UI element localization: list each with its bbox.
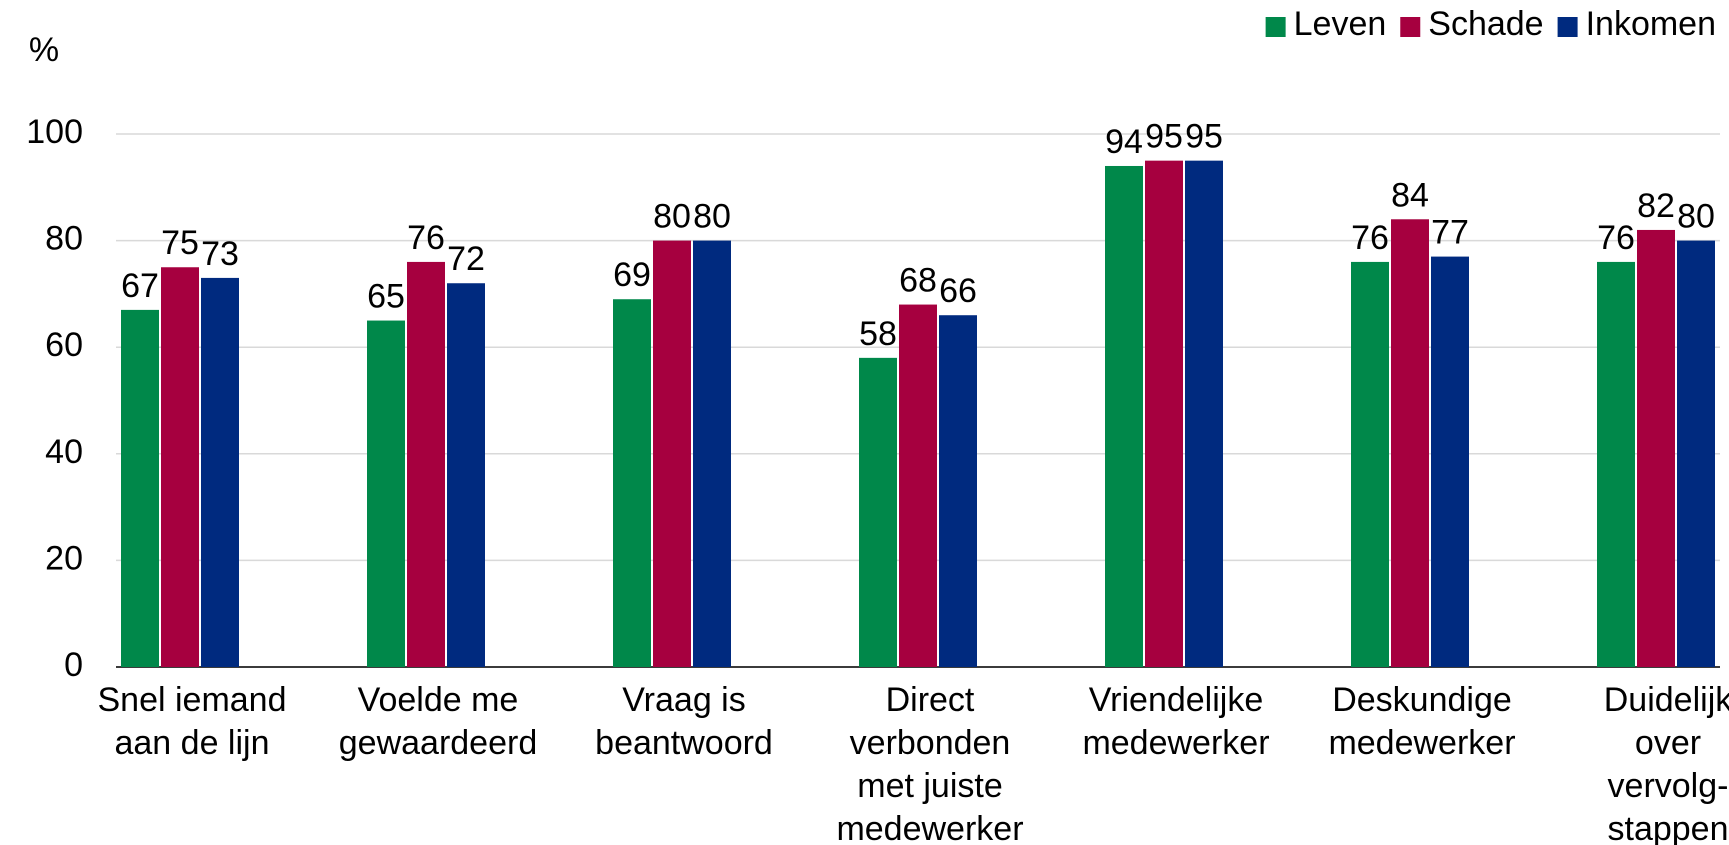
data-label: 80 xyxy=(693,198,731,236)
bar xyxy=(1597,261,1635,667)
bar xyxy=(1185,160,1223,667)
x-tick-label: verbonden xyxy=(850,724,1011,762)
x-tick-label: Direct xyxy=(886,681,975,719)
data-label: 68 xyxy=(899,262,937,300)
data-label: 76 xyxy=(407,219,445,257)
legend-swatch xyxy=(1400,17,1421,37)
data-label: 66 xyxy=(939,272,977,310)
data-label: 95 xyxy=(1145,118,1183,156)
bar xyxy=(447,283,485,667)
data-label: 80 xyxy=(1677,198,1715,236)
bar xyxy=(1105,165,1143,668)
data-label: 58 xyxy=(859,315,897,353)
bar xyxy=(161,267,199,667)
bar xyxy=(1677,240,1715,667)
data-label: 65 xyxy=(367,278,405,316)
data-label: 77 xyxy=(1431,214,1469,252)
legend-swatch xyxy=(1265,17,1286,37)
bar xyxy=(613,299,651,667)
data-label: 95 xyxy=(1185,118,1223,156)
data-label: 94 xyxy=(1105,123,1143,161)
data-label: 73 xyxy=(201,235,239,273)
x-tick-label: medewerker xyxy=(836,810,1023,845)
x-tick-label: Vraag is xyxy=(622,681,745,719)
data-label: 69 xyxy=(613,256,651,294)
y-axis-label: % xyxy=(29,31,59,69)
legend-label: Schade xyxy=(1428,5,1543,43)
x-tick-label: beantwoord xyxy=(595,724,773,762)
data-label: 75 xyxy=(161,224,199,262)
data-label: 67 xyxy=(121,267,159,305)
y-tick-label: 20 xyxy=(45,539,83,577)
bar xyxy=(653,240,691,667)
data-label: 76 xyxy=(1351,219,1389,257)
y-tick-label: 100 xyxy=(26,113,83,151)
x-tick-label: stappen xyxy=(1608,810,1729,845)
data-label: 76 xyxy=(1597,219,1635,257)
x-tick-label: met juiste xyxy=(857,767,1003,805)
bar xyxy=(859,357,897,667)
bar xyxy=(1431,256,1469,667)
bar xyxy=(201,277,239,667)
bar xyxy=(1391,219,1429,667)
x-tick-label: Snel iemand xyxy=(97,681,286,719)
bar xyxy=(367,320,405,667)
x-tick-label: gewaardeerd xyxy=(339,724,537,762)
legend-swatch xyxy=(1557,17,1578,37)
data-label: 84 xyxy=(1391,176,1429,214)
bar xyxy=(1351,261,1389,667)
bar xyxy=(121,309,159,667)
y-tick-label: 60 xyxy=(45,326,83,364)
y-tick-label: 0 xyxy=(64,646,83,684)
bar xyxy=(1145,160,1183,667)
bar xyxy=(939,315,977,667)
x-tick-label: vervolg- xyxy=(1608,767,1729,805)
x-tick-label: Voelde me xyxy=(358,681,519,719)
bar xyxy=(407,261,445,667)
y-tick-label: 80 xyxy=(45,220,83,258)
x-tick-label: medewerker xyxy=(1082,724,1269,762)
data-label: 82 xyxy=(1637,187,1675,225)
bar xyxy=(1637,229,1675,667)
data-label: 72 xyxy=(447,240,485,278)
x-tick-label: aan de lijn xyxy=(114,724,269,762)
bar xyxy=(693,240,731,667)
legend-label: Inkomen xyxy=(1586,5,1716,43)
x-tick-label: medewerker xyxy=(1328,724,1515,762)
x-tick-label: Vriendelijke xyxy=(1089,681,1264,719)
x-tick-label: Duidelijk xyxy=(1604,681,1729,719)
y-tick-label: 40 xyxy=(45,433,83,471)
x-tick-label: Deskundige xyxy=(1332,681,1512,719)
legend-label: Leven xyxy=(1294,5,1387,43)
data-label: 80 xyxy=(653,198,691,236)
x-tick-label: over xyxy=(1635,724,1701,762)
bar xyxy=(899,304,937,667)
